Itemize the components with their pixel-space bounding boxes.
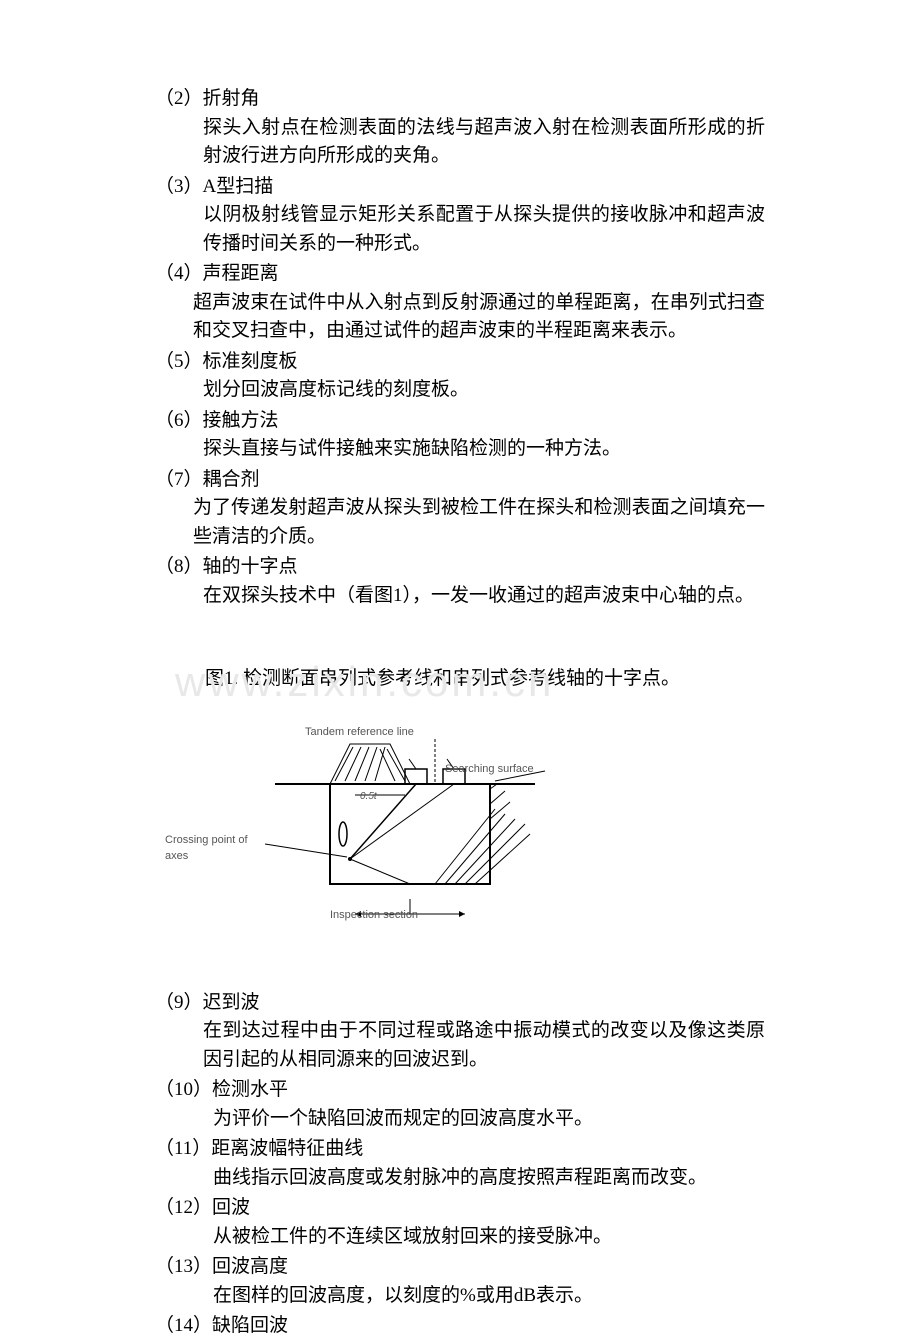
inspection-label: Inspection section: [330, 907, 418, 924]
definition-item: （2）折射角 探头入射点在检测表面的法线与超声波入射在检测表面所形成的折射波行进…: [155, 85, 765, 171]
definition-item: （3）A型扫描 以阴极射线管显示矩形关系配置于从探头提供的接收脉冲和超声波传播时…: [155, 173, 765, 259]
definition-item: （6）接触方法 探头直接与试件接触来实施缺陷检测的一种方法。: [155, 407, 765, 464]
definition-item: （12）回波 从被检工件的不连续区域放射回来的接受脉冲。: [155, 1194, 765, 1251]
definition-item: （10）检测水平 为评价一个缺陷回波而规定的回波高度水平。: [155, 1076, 765, 1133]
definition-item: （13）回波高度 在图样的回波高度，以刻度的%或用dB表示。: [155, 1253, 765, 1310]
item-header: （7）耦合剂: [155, 466, 765, 495]
item-body: 为评价一个缺陷回波而规定的回波高度水平。: [155, 1105, 765, 1134]
item-header: （6）接触方法: [155, 407, 765, 436]
item-header: （14）缺陷回波: [155, 1312, 765, 1341]
item-body: 探头入射点在检测表面的法线与超声波入射在检测表面所形成的折射波行进方向所形成的夹…: [155, 114, 765, 171]
item-header: （12）回波: [155, 1194, 765, 1223]
tandem-label: Tandem reference line: [305, 724, 414, 741]
crossing-label: Crossing point of axes: [165, 832, 255, 865]
definition-item: （5）标准刻度板 划分回波高度标记线的刻度板。: [155, 348, 765, 405]
item-header: （13）回波高度: [155, 1253, 765, 1282]
item-header: （4）声程距离: [155, 260, 765, 289]
item-header: （9）迟到波: [155, 989, 765, 1018]
item-body: 从被检工件的不连续区域放射回来的接受脉冲。: [155, 1223, 765, 1252]
searching-label: Searching surface: [445, 761, 534, 778]
item-body: 在图样的回波高度，以刻度的%或用dB表示。: [155, 1282, 765, 1311]
item-body: 为了传递发射超声波从探头到被检工件在探头和检测表面之间填充一些清洁的介质。: [155, 494, 765, 551]
item-header: （10）检测水平: [155, 1076, 765, 1105]
item-header: （8）轴的十字点: [155, 553, 765, 582]
tandem-diagram: Tandem reference line Searching surface …: [155, 709, 575, 939]
definition-item: （9）迟到波 在到达过程中由于不同过程或路途中振动模式的改变以及像这类原因引起的…: [155, 989, 765, 1075]
definition-item: （7）耦合剂 为了传递发射超声波从探头到被检工件在探头和检测表面之间填充一些清洁…: [155, 466, 765, 552]
item-body: 以阴极射线管显示矩形关系配置于从探头提供的接收脉冲和超声波传播时间关系的一种形式…: [155, 201, 765, 258]
item-body: 在双探头技术中（看图1），一发一收通过的超声波束中心轴的点。: [155, 582, 765, 611]
definition-item: （4）声程距离 超声波束在试件中从入射点到反射源通过的单程距离，在串列式扫查和交…: [155, 260, 765, 346]
item-header: （3）A型扫描: [155, 173, 765, 202]
definition-item: （8）轴的十字点 在双探头技术中（看图1），一发一收通过的超声波束中心轴的点。: [155, 553, 765, 610]
item-body: 曲线指示回波高度或发射脉冲的高度按照声程距离而改变。: [155, 1164, 765, 1193]
definition-item: （14）缺陷回波: [155, 1312, 765, 1341]
document-content: （2）折射角 探头入射点在检测表面的法线与超声波入射在检测表面所形成的折射波行进…: [155, 85, 765, 1341]
definition-item: （11）距离波幅特征曲线 曲线指示回波高度或发射脉冲的高度按照声程距离而改变。: [155, 1135, 765, 1192]
item-header: （2）折射角: [155, 85, 765, 114]
figure-section: 图1. 检测断面串列式参考线和串列式参考线轴的十字点。 www.zixin.co…: [155, 665, 765, 939]
item-header: （11）距离波幅特征曲线: [155, 1135, 765, 1164]
figure-title: 图1. 检测断面串列式参考线和串列式参考线轴的十字点。: [155, 665, 765, 694]
item-header: （5）标准刻度板: [155, 348, 765, 377]
dimension-label: 0.5t: [360, 789, 377, 804]
diagram-svg: [155, 709, 575, 939]
item-body: 探头直接与试件接触来实施缺陷检测的一种方法。: [155, 435, 765, 464]
item-body: 在到达过程中由于不同过程或路途中振动模式的改变以及像这类原因引起的从相同源来的回…: [155, 1017, 765, 1074]
item-body: 划分回波高度标记线的刻度板。: [155, 376, 765, 405]
item-body: 超声波束在试件中从入射点到反射源通过的单程距离，在串列式扫查和交叉扫查中，由通过…: [155, 289, 765, 346]
